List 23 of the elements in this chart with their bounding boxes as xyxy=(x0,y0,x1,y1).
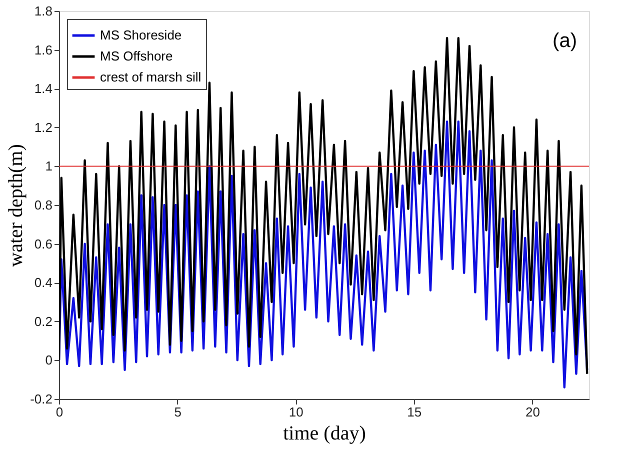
x-tick-label: 0 xyxy=(56,404,64,420)
annotation: (a) xyxy=(552,30,577,52)
x-tick-label: 20 xyxy=(525,404,540,420)
y-tick-label: 0.4 xyxy=(34,275,52,290)
x-tick-label: 15 xyxy=(407,404,422,420)
y-tick-label: 0.2 xyxy=(34,314,52,329)
y-tick-label: 0 xyxy=(45,352,52,368)
y-tick-label: -0.2 xyxy=(30,392,52,406)
legend-label: MS Shoreside xyxy=(100,28,182,42)
y-axis-title: water depth(m) xyxy=(5,144,28,267)
y-tick-label: 1.6 xyxy=(34,42,52,58)
legend-label: MS Offshore xyxy=(100,48,173,64)
line-series xyxy=(59,120,588,388)
x-tick-label: 5 xyxy=(174,404,182,420)
legend-label: crest of marsh sill xyxy=(100,70,202,84)
y-tick-label: 1.2 xyxy=(34,120,52,135)
y-tick-label: 1.4 xyxy=(34,81,52,96)
y-tick-label: 0.6 xyxy=(34,236,52,252)
y-tick-label: 0.8 xyxy=(34,198,52,212)
x-tick-label: 10 xyxy=(288,404,304,420)
x-axis-title: time (day) xyxy=(283,422,366,444)
y-tick-label: 1 xyxy=(45,158,52,174)
y-tick-label: 1.8 xyxy=(34,4,52,18)
